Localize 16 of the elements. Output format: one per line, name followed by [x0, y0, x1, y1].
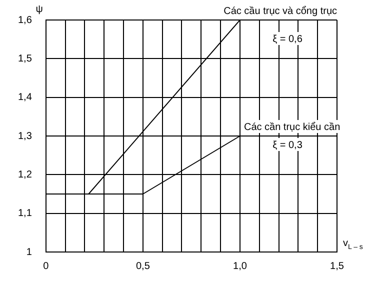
y-tick-label: 1,1	[18, 208, 32, 220]
y-axis-title: ψ	[36, 4, 43, 15]
x-tick-label: 1,0	[233, 260, 248, 272]
y-tick-label: 1	[26, 246, 32, 258]
y-tick-label: 1,6	[18, 14, 32, 26]
series-label: Các cần trục kiểu cần	[244, 121, 340, 133]
x-tick-label: 0	[43, 260, 50, 272]
y-tick-label: 1,5	[18, 53, 32, 64]
annotation: ξ = 0,3	[272, 140, 303, 151]
x-tick-label: 1,5	[330, 260, 344, 272]
series-label: Các cầu trục và cổng trục	[224, 5, 338, 17]
y-tick-label: 1,3	[18, 130, 32, 142]
y-tick-label: 1,4	[18, 92, 32, 104]
x-tick-label: 0,5	[136, 260, 150, 272]
annotation: ξ = 0,6	[272, 34, 303, 45]
y-tick-label: 1,2	[18, 169, 32, 180]
